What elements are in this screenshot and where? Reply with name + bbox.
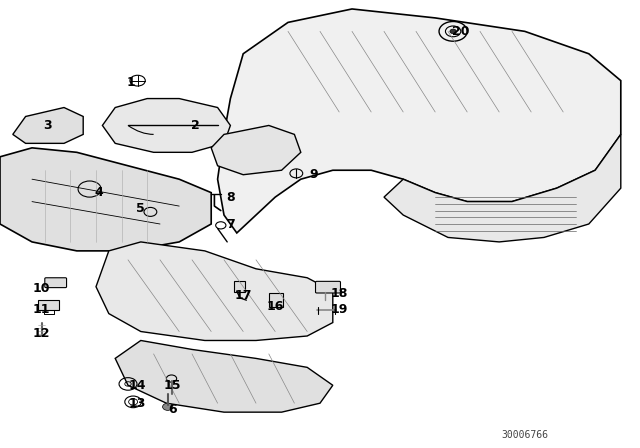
Text: 1: 1 [127, 76, 136, 90]
Text: 20: 20 [452, 25, 470, 38]
Polygon shape [218, 9, 621, 233]
Text: 18: 18 [330, 287, 348, 300]
Text: 19: 19 [330, 302, 348, 316]
Text: 15: 15 [164, 379, 182, 392]
Text: 10: 10 [33, 282, 51, 296]
Text: 4: 4 [95, 186, 104, 199]
Polygon shape [102, 99, 230, 152]
Polygon shape [115, 340, 333, 412]
Circle shape [450, 29, 456, 34]
Text: 17: 17 [234, 289, 252, 302]
Text: 3: 3 [44, 119, 52, 132]
Text: 8: 8 [226, 190, 235, 204]
Polygon shape [384, 134, 621, 242]
FancyBboxPatch shape [316, 281, 340, 293]
Text: 7: 7 [226, 217, 235, 231]
Text: 14: 14 [129, 379, 147, 392]
Polygon shape [13, 108, 83, 143]
Text: 16: 16 [266, 300, 284, 314]
Text: 30006766: 30006766 [501, 430, 548, 439]
Bar [234, 281, 245, 292]
Circle shape [163, 403, 173, 410]
Text: 6: 6 [168, 403, 177, 417]
Polygon shape [96, 242, 333, 340]
Text: 12: 12 [33, 327, 51, 340]
Bar [269, 293, 283, 307]
Polygon shape [0, 148, 211, 251]
Text: 2: 2 [191, 119, 200, 132]
FancyBboxPatch shape [45, 278, 67, 288]
Text: 5: 5 [136, 202, 145, 215]
Polygon shape [211, 125, 301, 175]
Text: 11: 11 [33, 302, 51, 316]
Bar [38, 300, 59, 310]
Text: 13: 13 [129, 396, 147, 410]
Text: 9: 9 [309, 168, 318, 181]
